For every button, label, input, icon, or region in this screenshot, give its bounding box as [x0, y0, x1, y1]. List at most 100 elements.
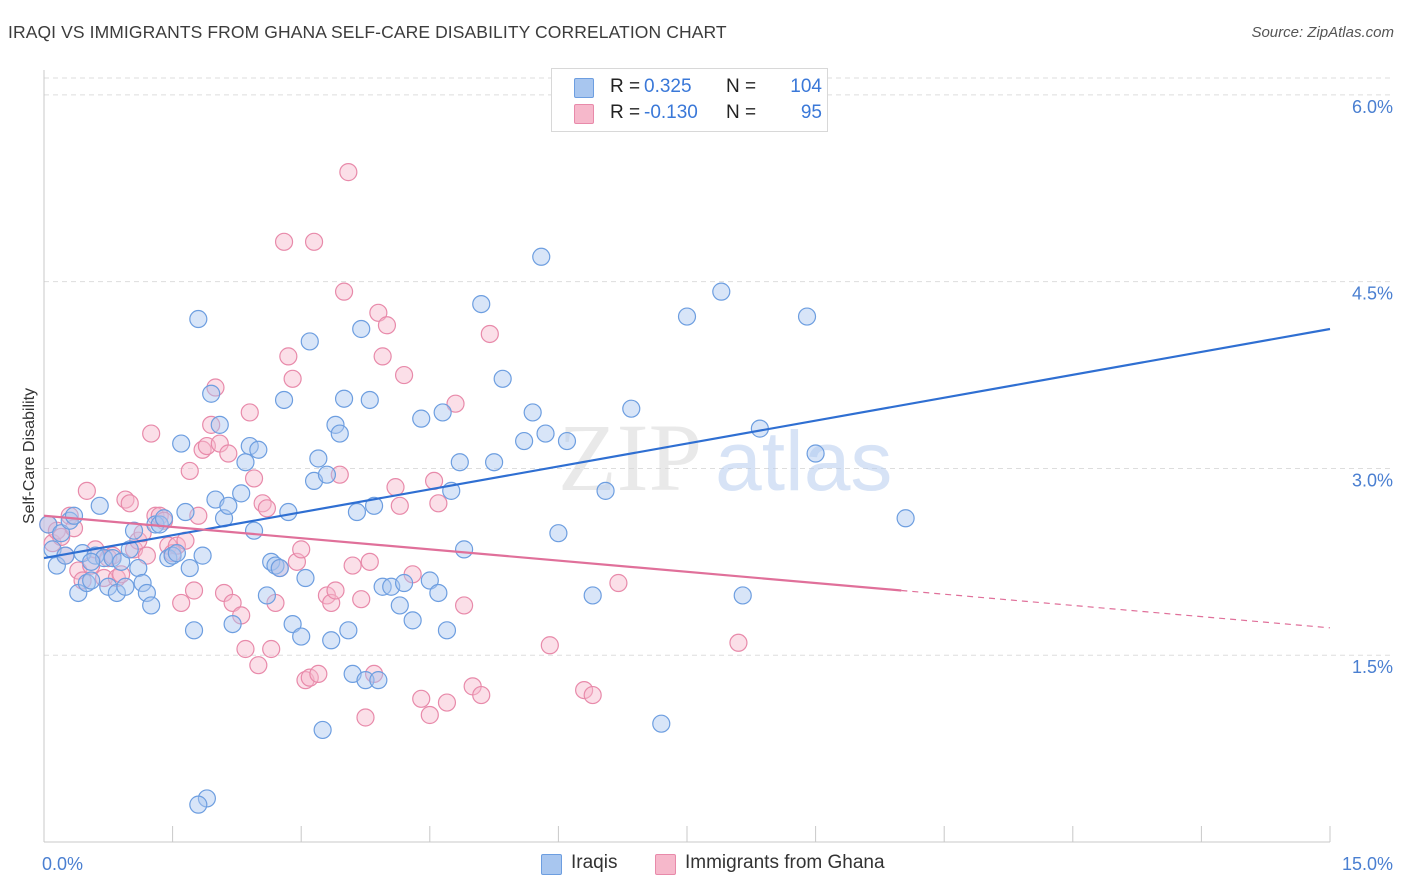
iraqi-point [184, 621, 204, 640]
iraqi-point [394, 573, 414, 593]
ghana-point [172, 593, 191, 613]
iraqi-point [403, 611, 422, 630]
ghana-point [257, 499, 277, 518]
ghana-point [142, 424, 161, 443]
iraqi-point [733, 586, 752, 605]
iraqi-point [120, 540, 139, 559]
iraqi-point [429, 583, 448, 603]
iraqi-point [364, 496, 384, 515]
iraqi-point [412, 409, 431, 428]
grid [44, 77, 1392, 656]
iraqi-point [433, 403, 452, 422]
legend-swatch-iraqis [574, 78, 594, 98]
ghana-point [262, 639, 281, 659]
iraqi-point [257, 586, 277, 605]
iraqi-point [210, 415, 229, 434]
ghana-point [184, 581, 204, 600]
ghana-point [326, 581, 345, 600]
iraqi-point [472, 294, 491, 314]
iraqi-point [279, 502, 298, 522]
iraqi-point [172, 434, 191, 453]
iraqi-point [296, 568, 315, 588]
iraqi-point [583, 586, 602, 605]
legend-r-value: 0.325 [644, 76, 692, 97]
iraqi-point [347, 502, 367, 522]
trend-lines [43, 327, 1331, 629]
iraqi-point [797, 307, 817, 326]
ghana-point [540, 636, 559, 655]
iraqi-point [232, 484, 251, 503]
iraqi-point [360, 390, 379, 410]
ghana-trend-extension [901, 589, 1331, 629]
ghana-point [180, 461, 199, 481]
iraqi-point [313, 720, 332, 740]
iraqi-point [334, 389, 354, 408]
ghana-point [356, 708, 375, 727]
iraqi-point [596, 481, 615, 500]
y-tick-label: 6.0% [1352, 97, 1393, 117]
ghana-point [292, 540, 311, 559]
ghana-point [236, 639, 255, 659]
iraqi-point [390, 596, 409, 615]
iraqi-point [369, 671, 388, 690]
iraqi-point [270, 558, 289, 578]
stats-legend: R = 0.325 N = 104 R = -0.130 N = 95 [551, 68, 828, 132]
iraqi-point [322, 631, 341, 650]
iraqi-point [652, 714, 671, 733]
chart-title: IRAQI VS IMMIGRANTS FROM GHANA SELF-CARE… [8, 22, 727, 42]
ghana-point [377, 316, 397, 335]
iraqi-point [236, 453, 255, 472]
ghana-point [244, 469, 264, 488]
iraqi-point [219, 496, 238, 515]
ghana-point [729, 633, 748, 652]
iraqi-point [450, 453, 469, 472]
iraqi-point [189, 309, 208, 329]
iraqi-point [52, 524, 71, 543]
iraqi-point [493, 369, 512, 388]
iraqi-point [154, 509, 174, 528]
iraqi-point [176, 502, 195, 522]
iraqi-point [283, 614, 302, 634]
iraqi-point [326, 415, 345, 434]
iraqi-point [806, 444, 825, 463]
iraqi-point [64, 506, 84, 525]
series-label-ghana: Immigrants from Ghana [685, 852, 885, 873]
iraqi-point [712, 282, 731, 301]
iraqi-point [82, 552, 101, 571]
iraqi-point [896, 509, 915, 528]
x-tick-label: 0.0% [42, 854, 83, 874]
ghana-point [167, 536, 186, 555]
legend-r-value: -0.130 [644, 102, 698, 123]
ghana-point [394, 365, 414, 385]
iraqi-point [309, 449, 328, 468]
ghana-point [334, 282, 354, 301]
legend-n-label: N = [726, 76, 757, 97]
ghana-point [309, 664, 328, 684]
watermark: ZIP atlas [558, 404, 892, 511]
ghana-point [120, 494, 139, 513]
ghana-point [219, 444, 238, 463]
iraqi-point [223, 614, 242, 634]
axes [43, 70, 1331, 843]
ghana-point [249, 656, 268, 675]
iraqi-point [274, 390, 294, 410]
iraqi-point [677, 307, 697, 326]
iraqi-point [112, 552, 131, 571]
iraqi-point [167, 544, 186, 563]
watermark-zip: ZIP [558, 404, 702, 511]
series-legend: Iraqis Immigrants from Ghana [541, 852, 921, 878]
iraqi-point [356, 671, 375, 690]
ghana-point [437, 693, 457, 712]
ghana-point [412, 689, 431, 708]
ghana-point [223, 593, 242, 613]
iraqi-point [523, 403, 542, 422]
ghana-point [240, 403, 259, 422]
ghana-point [583, 685, 602, 705]
iraqi-point [317, 465, 337, 484]
legend-r-label: R = [610, 102, 641, 123]
iraqi-point [437, 621, 457, 640]
y-axis-label: Self-Care Disability [21, 388, 38, 524]
ghana-point [283, 369, 302, 388]
tick-labels: 1.5% 3.0% 4.5% 6.0% 0.0% 15.0% [42, 97, 1393, 874]
